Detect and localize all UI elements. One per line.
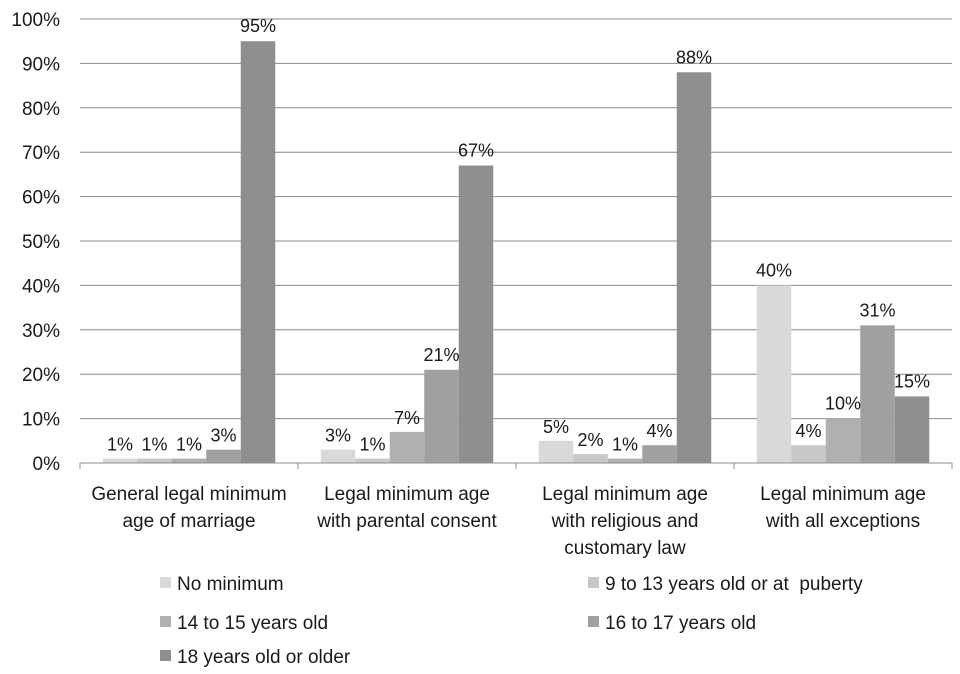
y-tick-label: 100%: [11, 10, 60, 31]
y-tick-label: 40%: [22, 276, 60, 297]
bar: [860, 325, 895, 463]
legend-swatch: [160, 577, 171, 588]
data-label: 10%: [825, 394, 861, 414]
bar: [137, 458, 172, 463]
data-label: 3%: [325, 426, 351, 446]
legend-swatch: [160, 650, 171, 661]
data-label: 1%: [359, 435, 385, 455]
data-label: 4%: [646, 421, 672, 441]
data-label: 1%: [141, 435, 167, 455]
legend-swatch: [588, 577, 599, 588]
bars: [102, 41, 930, 463]
y-tick-label: 80%: [22, 99, 60, 120]
legend-item: No minimum: [160, 574, 284, 595]
y-tick-label: 0%: [33, 454, 61, 475]
data-label: 21%: [423, 345, 459, 365]
data-label: 31%: [859, 300, 895, 320]
legend-item: 18 years old or older: [160, 647, 351, 668]
bar: [676, 72, 712, 463]
y-tick-label: 70%: [22, 143, 60, 164]
data-label: 95%: [240, 16, 276, 36]
legend-label: 9 to 13 years old or at puberty: [605, 574, 863, 595]
data-label: 5%: [543, 417, 569, 437]
y-tick-label: 60%: [22, 188, 60, 209]
bar: [756, 285, 792, 463]
data-label: 7%: [394, 408, 420, 428]
bar: [206, 449, 241, 463]
bar: [389, 431, 425, 463]
y-tick-label: 10%: [22, 410, 60, 431]
bar: [102, 458, 138, 463]
data-label: 1%: [612, 435, 638, 455]
bar: [573, 454, 608, 463]
bar: [424, 369, 459, 463]
bar: [791, 445, 826, 463]
bar: [894, 396, 930, 463]
bar: [458, 165, 494, 463]
data-label: 88%: [676, 47, 712, 67]
data-label: 67%: [458, 141, 494, 161]
legend-item: 16 to 17 years old: [588, 613, 756, 634]
category-label: Legal minimum age with religious and custo…: [542, 484, 708, 559]
y-tick-label: 20%: [22, 365, 60, 386]
category-labels: General legal minimum age of marriage Lega…: [91, 484, 926, 559]
data-labels: 1% 1% 1% 3%95%3% 1%7%21%67%5%2% 1%4%88%40%4%1…: [107, 16, 930, 454]
legend-swatch: [160, 616, 171, 627]
legend: No minimum 9 to 13 years old or at pubert…: [160, 574, 863, 668]
bar: [642, 445, 677, 463]
legend-label: 14 to 15 years old: [177, 613, 328, 634]
data-label: 3%: [210, 426, 236, 446]
data-label: 4%: [795, 421, 821, 441]
data-label: 15%: [894, 371, 930, 391]
data-label: 1%: [107, 435, 133, 455]
bar: [355, 458, 390, 463]
bar: [825, 418, 861, 463]
gridlines: [80, 18, 952, 420]
category-label: Legal minimum age with all exceptions: [760, 484, 926, 532]
y-axis-ticks: 0% 10% 20% 30% 40% 50% 60% 70% 80% 90% 100%: [11, 10, 60, 475]
legend-swatch: [588, 616, 599, 627]
bar: [171, 458, 207, 463]
data-label: 40%: [756, 260, 792, 280]
bar: [320, 449, 356, 463]
category-label: General legal minimum age of marriage: [91, 484, 286, 532]
bar: [538, 440, 574, 463]
data-label: 2%: [577, 430, 603, 450]
y-tick-label: 90%: [22, 54, 60, 75]
legend-item: 14 to 15 years old: [160, 613, 328, 634]
legend-label: 16 to 17 years old: [605, 613, 756, 634]
bar: [607, 458, 643, 463]
legend-label: No minimum: [177, 574, 284, 595]
y-tick-label: 30%: [22, 321, 60, 342]
y-tick-label: 50%: [22, 232, 60, 253]
x-axis: [79, 462, 953, 469]
legend-label: 18 years old or older: [177, 647, 351, 668]
bar: [240, 41, 276, 463]
legend-item: 9 to 13 years old or at puberty: [588, 574, 863, 595]
data-label: 1%: [176, 435, 202, 455]
category-label: Legal minimum age with parental consent: [316, 484, 497, 532]
